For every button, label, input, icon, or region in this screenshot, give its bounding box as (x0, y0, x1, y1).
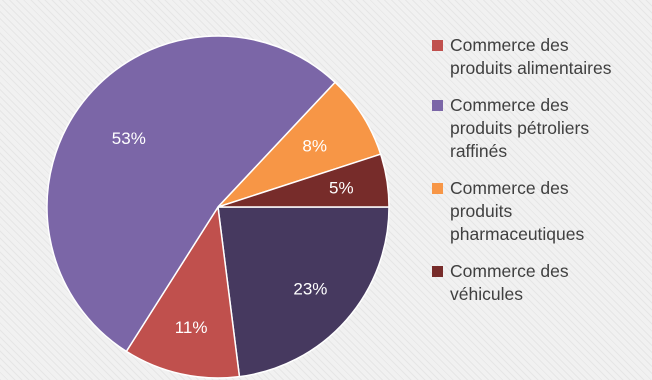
legend-item: Commerce des véhicules (432, 260, 647, 306)
chart-legend: Commerce des produits alimentaires Commerc… (432, 34, 647, 306)
legend-item: Commerce des produits alimentaires (432, 34, 647, 80)
legend-label: Commerce des produits pharmaceutiques (450, 178, 585, 244)
legend-swatch (432, 40, 443, 51)
legend-label: Commerce des véhicules (450, 261, 569, 304)
slice-data-label: 8% (302, 137, 327, 156)
pie-slice (125, 204, 241, 379)
legend-label: Commerce des produits pétroliers raffinés (450, 95, 590, 161)
legend-item: Commerce des produits pharmaceutiques (432, 177, 647, 246)
legend-swatch (432, 266, 443, 277)
pie-slice (217, 153, 390, 208)
slice-data-label: 5% (329, 179, 354, 198)
pie-slice (217, 206, 390, 378)
pie-slice (46, 35, 337, 353)
slice-data-label: 11% (175, 318, 208, 337)
legend-label: Commerce des produits alimentaires (450, 35, 612, 78)
legend-swatch (432, 183, 443, 194)
slice-data-label: 53% (112, 129, 146, 148)
slice-data-label: 23% (293, 279, 327, 298)
legend-swatch (432, 100, 443, 111)
legend-item: Commerce des produits pétroliers raffinés (432, 94, 647, 163)
